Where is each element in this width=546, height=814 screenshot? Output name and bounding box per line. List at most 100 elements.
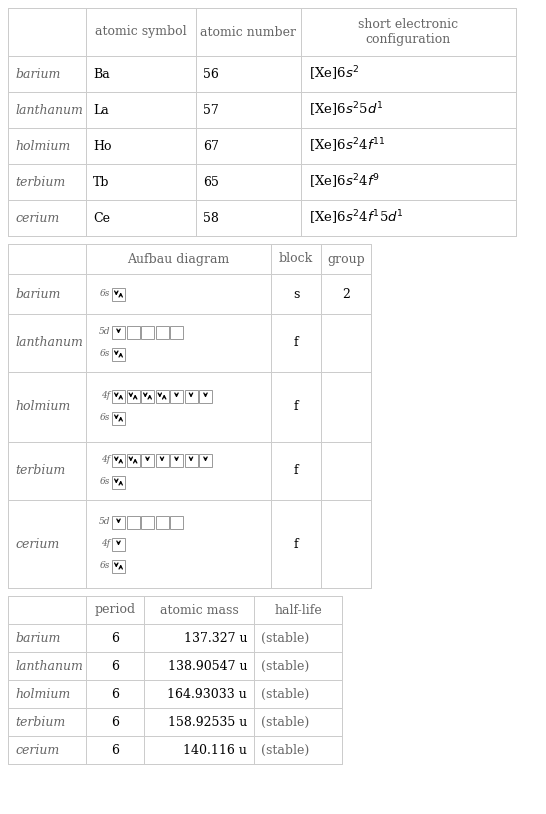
Bar bbox=[86, 314, 271, 372]
Bar bbox=[8, 372, 86, 442]
Bar bbox=[156, 390, 169, 402]
Text: 140.116 u: 140.116 u bbox=[183, 743, 247, 756]
Bar bbox=[144, 736, 254, 764]
Text: 4f: 4f bbox=[101, 456, 110, 465]
Bar bbox=[86, 442, 271, 500]
Bar bbox=[196, 56, 301, 92]
Text: 6: 6 bbox=[111, 716, 119, 729]
Text: atomic number: atomic number bbox=[200, 25, 296, 38]
Text: terbium: terbium bbox=[15, 716, 66, 729]
Bar bbox=[86, 244, 271, 274]
Text: [Xe]6$s^2$4$f^9$: [Xe]6$s^2$4$f^9$ bbox=[309, 173, 380, 191]
Text: s: s bbox=[293, 287, 299, 300]
Text: holmium: holmium bbox=[15, 688, 70, 701]
Bar bbox=[8, 92, 86, 128]
Text: f: f bbox=[294, 537, 298, 550]
Text: half-life: half-life bbox=[274, 603, 322, 616]
Bar bbox=[8, 596, 342, 764]
Bar bbox=[112, 537, 125, 550]
Text: [Xe]6$s^2$4$f^{11}$: [Xe]6$s^2$4$f^{11}$ bbox=[309, 137, 386, 155]
Bar bbox=[8, 274, 86, 314]
Bar bbox=[144, 596, 254, 624]
Bar bbox=[144, 708, 254, 736]
Bar bbox=[86, 596, 144, 624]
Text: block: block bbox=[279, 252, 313, 265]
Bar bbox=[271, 314, 321, 372]
Text: (stable): (stable) bbox=[261, 632, 309, 645]
Bar bbox=[86, 8, 196, 56]
Bar bbox=[8, 652, 86, 680]
Bar bbox=[8, 680, 86, 708]
Text: Aufbau diagram: Aufbau diagram bbox=[127, 252, 230, 265]
Text: atomic mass: atomic mass bbox=[159, 603, 239, 616]
Text: 164.93033 u: 164.93033 u bbox=[167, 688, 247, 701]
Bar bbox=[112, 390, 125, 402]
Bar bbox=[141, 326, 154, 339]
Bar bbox=[301, 128, 516, 164]
Text: atomic symbol: atomic symbol bbox=[95, 25, 187, 38]
Bar bbox=[8, 736, 86, 764]
Bar bbox=[254, 708, 342, 736]
Bar bbox=[8, 244, 371, 588]
Text: 158.92535 u: 158.92535 u bbox=[168, 716, 247, 729]
Bar bbox=[321, 244, 371, 274]
Bar bbox=[112, 348, 125, 361]
Text: 2: 2 bbox=[342, 287, 350, 300]
Text: Ho: Ho bbox=[93, 139, 111, 152]
Bar bbox=[271, 500, 321, 588]
Bar bbox=[254, 624, 342, 652]
Bar bbox=[321, 372, 371, 442]
Text: 6s: 6s bbox=[99, 478, 110, 487]
Text: holmium: holmium bbox=[15, 400, 70, 414]
Text: lanthanum: lanthanum bbox=[15, 336, 83, 349]
Bar bbox=[301, 56, 516, 92]
Bar bbox=[141, 515, 154, 528]
Bar bbox=[254, 680, 342, 708]
Bar bbox=[112, 287, 125, 300]
Text: terbium: terbium bbox=[15, 465, 66, 478]
Bar bbox=[196, 164, 301, 200]
Text: barium: barium bbox=[15, 287, 61, 300]
Bar bbox=[127, 326, 139, 339]
Text: (stable): (stable) bbox=[261, 716, 309, 729]
Bar bbox=[112, 559, 125, 572]
Bar bbox=[144, 624, 254, 652]
Bar bbox=[86, 372, 271, 442]
Bar bbox=[8, 442, 86, 500]
Bar bbox=[156, 453, 169, 466]
Bar bbox=[144, 652, 254, 680]
Bar bbox=[86, 736, 144, 764]
Text: cerium: cerium bbox=[15, 212, 60, 225]
Bar bbox=[86, 652, 144, 680]
Bar bbox=[8, 314, 86, 372]
Bar bbox=[112, 515, 125, 528]
Bar bbox=[127, 515, 139, 528]
Text: 57: 57 bbox=[203, 103, 219, 116]
Bar bbox=[112, 453, 125, 466]
Text: lanthanum: lanthanum bbox=[15, 103, 83, 116]
Bar bbox=[321, 274, 371, 314]
Text: holmium: holmium bbox=[15, 139, 70, 152]
Bar bbox=[141, 390, 154, 402]
Bar bbox=[301, 164, 516, 200]
Text: lanthanum: lanthanum bbox=[15, 659, 83, 672]
Text: f: f bbox=[294, 400, 298, 414]
Bar bbox=[86, 56, 196, 92]
Text: La: La bbox=[93, 103, 109, 116]
Text: 5d: 5d bbox=[98, 518, 110, 527]
Bar bbox=[8, 8, 86, 56]
Bar bbox=[156, 326, 169, 339]
Bar bbox=[301, 8, 516, 56]
Bar bbox=[199, 453, 212, 466]
Bar bbox=[301, 92, 516, 128]
Text: Tb: Tb bbox=[93, 176, 110, 189]
Bar bbox=[196, 128, 301, 164]
Text: (stable): (stable) bbox=[261, 659, 309, 672]
Text: 4f: 4f bbox=[101, 540, 110, 549]
Text: 56: 56 bbox=[203, 68, 219, 81]
Bar bbox=[141, 453, 154, 466]
Bar bbox=[8, 200, 86, 236]
Text: group: group bbox=[327, 252, 365, 265]
Bar bbox=[199, 390, 212, 402]
Text: cerium: cerium bbox=[15, 537, 60, 550]
